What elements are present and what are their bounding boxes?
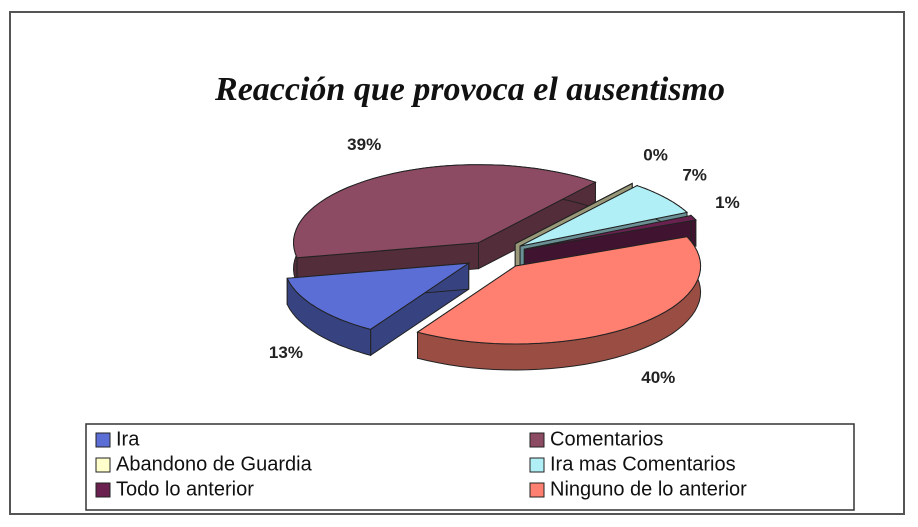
data-label: 40% bbox=[641, 368, 675, 387]
slice bbox=[514, 182, 633, 245]
slice bbox=[524, 214, 697, 250]
chart-title: Reacción que provoca el ausentismo bbox=[214, 71, 725, 108]
data-label: 13% bbox=[269, 343, 303, 362]
legend-swatch bbox=[95, 432, 111, 448]
slice bbox=[519, 185, 689, 247]
legend-swatch bbox=[529, 432, 545, 448]
legend-swatch bbox=[95, 457, 111, 473]
legend-label: Abandono de Guardia bbox=[116, 453, 313, 475]
data-label: 1% bbox=[715, 193, 740, 212]
legend-swatch bbox=[529, 457, 545, 473]
slice bbox=[416, 236, 702, 345]
slice bbox=[292, 164, 597, 259]
slice bbox=[286, 262, 471, 330]
legend-label: Ninguno de lo anterior bbox=[550, 478, 747, 500]
data-label: 0% bbox=[643, 146, 668, 165]
legend-swatch bbox=[529, 482, 545, 498]
legend-label: Todo lo anterior bbox=[116, 478, 254, 500]
legend-label: Ira bbox=[116, 428, 140, 450]
legend-frame bbox=[85, 423, 855, 511]
legend-label: Comentarios bbox=[550, 428, 663, 450]
data-label: 7% bbox=[682, 166, 707, 185]
data-label: 39% bbox=[347, 135, 381, 154]
legend-label: Ira mas Comentarios bbox=[550, 453, 736, 475]
legend-swatch bbox=[95, 482, 111, 498]
